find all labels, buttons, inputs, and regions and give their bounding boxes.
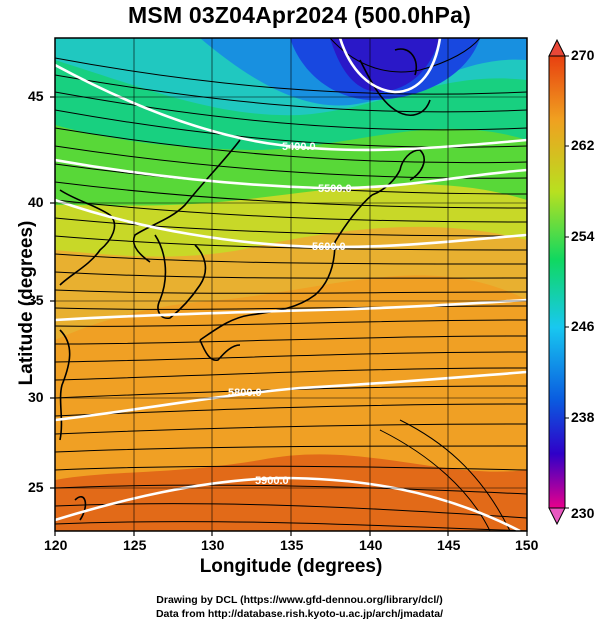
colorbar <box>548 38 569 526</box>
lat-tick-30: 30 <box>28 389 44 405</box>
lat-tick-45: 45 <box>28 88 44 104</box>
coastlines <box>59 48 431 521</box>
lat-tick-40: 40 <box>28 194 44 210</box>
lon-tick-125: 125 <box>123 537 147 553</box>
contour-label-5500: 5500.0 <box>318 183 352 195</box>
contour-label-5800: 5800.0 <box>228 387 262 399</box>
lon-tick-145: 145 <box>437 537 461 553</box>
map-title: MSM 03Z04Apr2024 (500.0hPa) <box>128 2 471 28</box>
lat-tick-35: 35 <box>28 292 44 308</box>
y-axis-label: Latitude (degrees) <box>16 220 37 386</box>
colorbar-label-270: 270 <box>571 47 595 63</box>
lon-tick-130: 130 <box>201 537 225 553</box>
credit-drawing: Drawing by DCL (https://www.gfd-dennou.o… <box>156 594 443 606</box>
lon-tick-135: 135 <box>280 537 304 553</box>
contour-label-5900: 5900.0 <box>255 475 289 487</box>
lon-tick-120: 120 <box>44 537 68 553</box>
lat-tick-25: 25 <box>28 479 44 495</box>
x-axis-label: Longitude (degrees) <box>199 556 383 577</box>
colorbar-label-230: 230 <box>571 505 595 521</box>
lon-tick-150: 150 <box>515 537 539 553</box>
lon-tick-140: 140 <box>359 537 383 553</box>
contour-labels: 5400.0 5500.0 5600.0 5800.0 5900.0 <box>228 141 352 487</box>
colorbar-label-254: 254 <box>571 228 595 244</box>
axis-ticks <box>50 96 528 536</box>
colorbar-label-246: 246 <box>571 318 595 334</box>
colorbar-label-238: 238 <box>571 409 595 425</box>
contour-label-5600: 5600.0 <box>312 241 346 253</box>
credit-data: Data from http://database.rish.kyoto-u.a… <box>155 608 444 620</box>
wind-streamlines <box>55 38 527 531</box>
contour-label-5400: 5400.0 <box>282 141 316 153</box>
grid <box>55 38 527 531</box>
colorbar-label-262: 262 <box>571 137 595 153</box>
